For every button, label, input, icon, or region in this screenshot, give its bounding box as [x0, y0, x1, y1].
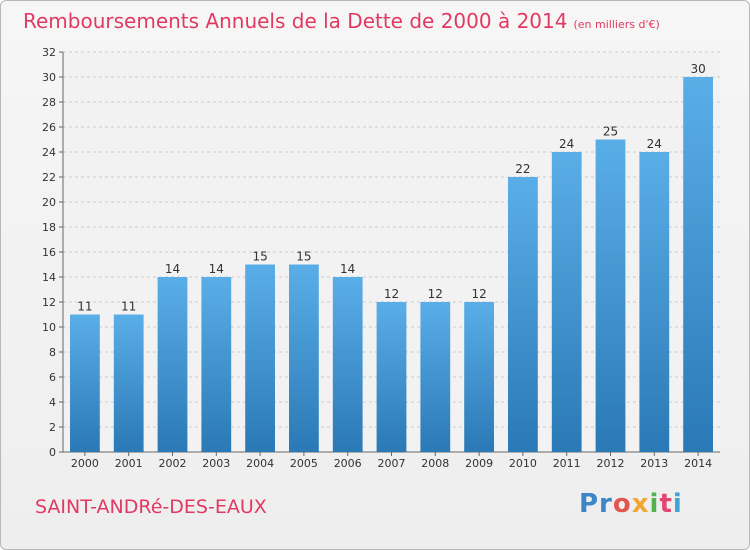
bar-value-label: 12 — [471, 287, 486, 301]
bar-value-label: 14 — [165, 262, 180, 276]
bar — [595, 139, 626, 452]
logo-part-1: Pr — [579, 489, 613, 519]
logo-part-4: i — [649, 489, 660, 519]
bar-value-label: 14 — [209, 262, 224, 276]
logo-part-2: o — [612, 489, 632, 519]
bar — [551, 152, 582, 452]
chart-subtitle: (en milliers d'€) — [573, 18, 660, 31]
x-tick-label: 2006 — [334, 457, 362, 470]
bar-value-label: 15 — [296, 250, 311, 264]
bar — [332, 277, 363, 452]
x-tick-label: 2009 — [465, 457, 493, 470]
y-tick-label: 20 — [42, 196, 56, 209]
x-tick-label: 2011 — [553, 457, 581, 470]
x-tick-label: 2005 — [290, 457, 318, 470]
logo-part-6: i — [672, 489, 683, 519]
bar — [376, 302, 407, 452]
y-tick-label: 32 — [42, 46, 56, 59]
y-tick-label: 24 — [42, 146, 56, 159]
bar-value-label: 11 — [77, 300, 92, 314]
bar-value-label: 25 — [603, 125, 618, 139]
y-tick-label: 6 — [49, 371, 56, 384]
y-tick-label: 16 — [42, 246, 56, 259]
bar — [289, 264, 319, 452]
logo-part-3: x — [631, 489, 650, 519]
bar — [508, 177, 538, 452]
y-tick-label: 26 — [42, 121, 56, 134]
x-tick-label: 2008 — [421, 457, 449, 470]
x-tick-label: 2003 — [202, 457, 230, 470]
y-tick-label: 22 — [42, 171, 56, 184]
bar-value-label: 24 — [647, 137, 662, 151]
proxiti-logo[interactable]: Proxiti — [579, 489, 683, 519]
bar — [639, 152, 670, 452]
x-tick-label: 2001 — [115, 457, 143, 470]
y-tick-label: 8 — [49, 346, 56, 359]
x-tick-label: 2012 — [597, 457, 625, 470]
x-tick-label: 2014 — [684, 457, 712, 470]
bar-value-label: 11 — [121, 300, 136, 314]
bar-value-label: 30 — [690, 62, 705, 76]
bar-value-label: 14 — [340, 262, 355, 276]
y-tick-label: 30 — [42, 71, 56, 84]
x-tick-label: 2013 — [640, 457, 668, 470]
bar-value-label: 24 — [559, 137, 574, 151]
bar — [245, 264, 275, 452]
y-tick-label: 12 — [42, 296, 56, 309]
x-tick-label: 2007 — [378, 457, 406, 470]
bar-value-label: 15 — [252, 250, 267, 264]
y-tick-label: 2 — [49, 421, 56, 434]
x-tick-label: 2010 — [509, 457, 537, 470]
bar-value-label: 22 — [515, 162, 530, 176]
bar — [157, 277, 188, 452]
commune-name: SAINT-ANDRé-DES-EAUX — [35, 496, 267, 518]
y-tick-label: 28 — [42, 96, 56, 109]
bar — [70, 314, 100, 452]
chart-title-text: Remboursements Annuels de la Dette de 20… — [23, 9, 568, 33]
y-tick-label: 4 — [49, 396, 56, 409]
bar — [683, 77, 713, 452]
y-tick-label: 0 — [49, 446, 56, 459]
x-tick-label: 2002 — [159, 457, 187, 470]
y-tick-label: 10 — [42, 321, 56, 334]
bar — [201, 277, 232, 452]
y-tick-label: 14 — [42, 271, 56, 284]
bar — [420, 302, 451, 452]
chart-title: Remboursements Annuels de la Dette de 20… — [23, 9, 660, 33]
bar-value-label: 12 — [428, 287, 443, 301]
bar — [113, 314, 144, 452]
bar-value-label: 12 — [384, 287, 399, 301]
y-tick-label: 18 — [42, 221, 56, 234]
x-tick-label: 2000 — [71, 457, 99, 470]
logo-part-5: t — [659, 489, 673, 519]
bar — [464, 302, 494, 452]
x-tick-label: 2004 — [246, 457, 274, 470]
